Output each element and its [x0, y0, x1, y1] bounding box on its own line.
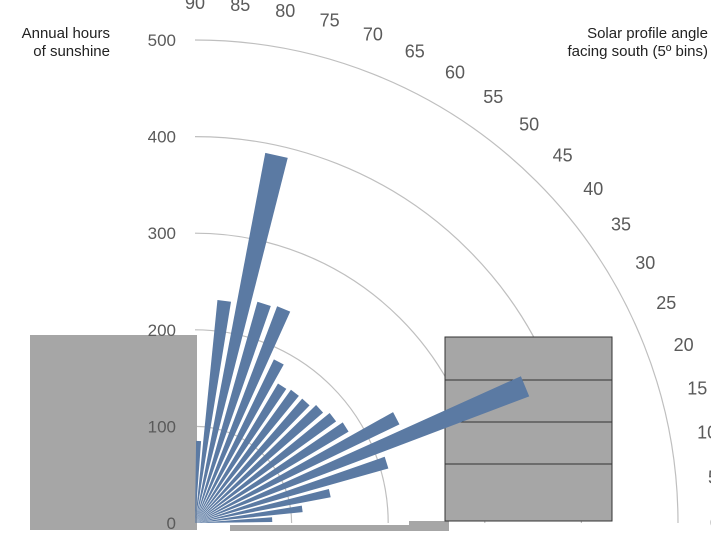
angle-tick-15: 15 [687, 378, 707, 398]
angle-tick-45: 45 [553, 145, 573, 165]
left-building [30, 335, 197, 530]
angle-tick-65: 65 [405, 42, 425, 62]
radial-axis-title: Annual hours of sunshine [6, 25, 110, 61]
angle-tick-70: 70 [363, 24, 383, 44]
bar-27.5 [195, 412, 400, 523]
radial-tick-300: 300 [148, 224, 176, 243]
angle-tick-35: 35 [611, 215, 631, 235]
angle-tick-90: 90 [185, 0, 205, 13]
bar-22.5 [195, 376, 530, 523]
angle-tick-75: 75 [320, 11, 340, 31]
bar-62.5 [195, 359, 284, 523]
bar-32.5 [195, 422, 349, 523]
radial-axis-title-line2: of sunshine [33, 43, 110, 60]
bar-17.5 [195, 456, 389, 523]
angle-tick-50: 50 [519, 115, 539, 135]
right-building [409, 521, 449, 531]
bar-87.5 [195, 440, 202, 523]
bar-42.5 [195, 405, 324, 523]
bar-67.5 [195, 306, 291, 523]
angle-tick-60: 60 [445, 63, 465, 83]
bar-7.5 [195, 505, 303, 523]
angular-axis-title: Solar profile angle facing south (5º bin… [540, 25, 708, 61]
gridline-arc-500 [194, 39, 679, 524]
bar-12.5 [195, 489, 331, 523]
bar-52.5 [195, 389, 299, 523]
bar-47.5 [195, 398, 310, 523]
radial-tick-500: 500 [148, 31, 176, 50]
radial-tick-0: 0 [167, 514, 176, 533]
angle-tick-0: 0 [710, 513, 711, 533]
buildings [30, 335, 613, 531]
bottom-strip [230, 525, 410, 531]
bar-72.5 [195, 301, 271, 523]
angle-tick-10: 10 [697, 423, 711, 443]
angular-axis-title-line1: Solar profile angle [587, 25, 708, 42]
angle-tick-80: 80 [275, 1, 295, 21]
angular-axis-title-line2: facing south (5º bins) [567, 43, 708, 60]
angle-tick-20: 20 [674, 335, 694, 355]
angle-tick-30: 30 [635, 253, 655, 273]
radial-tick-400: 400 [148, 128, 176, 147]
radial-tick-labels: 0 100 200 300 400 500 [148, 31, 176, 533]
angle-tick-85: 85 [230, 0, 250, 15]
angle-tick-5: 5 [708, 468, 711, 488]
radial-tick-100: 100 [148, 417, 176, 436]
right-building-floors [444, 336, 613, 522]
bar-57.5 [195, 383, 287, 523]
radial-axis-title-line1: Annual hours [21, 25, 110, 42]
bar-77.5 [195, 152, 288, 523]
angle-tick-25: 25 [656, 293, 676, 313]
data-bars [195, 152, 530, 523]
bar-82.5 [195, 300, 232, 523]
bar-2.5 [195, 517, 273, 523]
radial-tick-200: 200 [148, 321, 176, 340]
angle-tick-40: 40 [583, 179, 603, 199]
angle-tick-55: 55 [483, 87, 503, 107]
bar-37.5 [195, 412, 337, 523]
